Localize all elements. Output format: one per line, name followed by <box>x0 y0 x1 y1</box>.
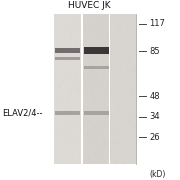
Bar <box>84 66 109 69</box>
Text: ELAV2/4--: ELAV2/4-- <box>2 109 42 118</box>
Bar <box>55 111 80 115</box>
Bar <box>55 48 80 53</box>
Text: 85: 85 <box>149 47 160 56</box>
Text: 34: 34 <box>149 112 160 121</box>
Text: 117: 117 <box>149 19 165 28</box>
Bar <box>84 47 109 54</box>
Bar <box>55 57 80 60</box>
Text: 48: 48 <box>149 91 160 100</box>
Text: HUVEC JK: HUVEC JK <box>68 1 110 10</box>
Bar <box>54 14 81 164</box>
Text: (kD): (kD) <box>149 170 166 179</box>
Bar <box>84 111 109 115</box>
Text: 26: 26 <box>149 133 160 142</box>
Bar <box>110 14 136 164</box>
Bar <box>83 14 109 164</box>
